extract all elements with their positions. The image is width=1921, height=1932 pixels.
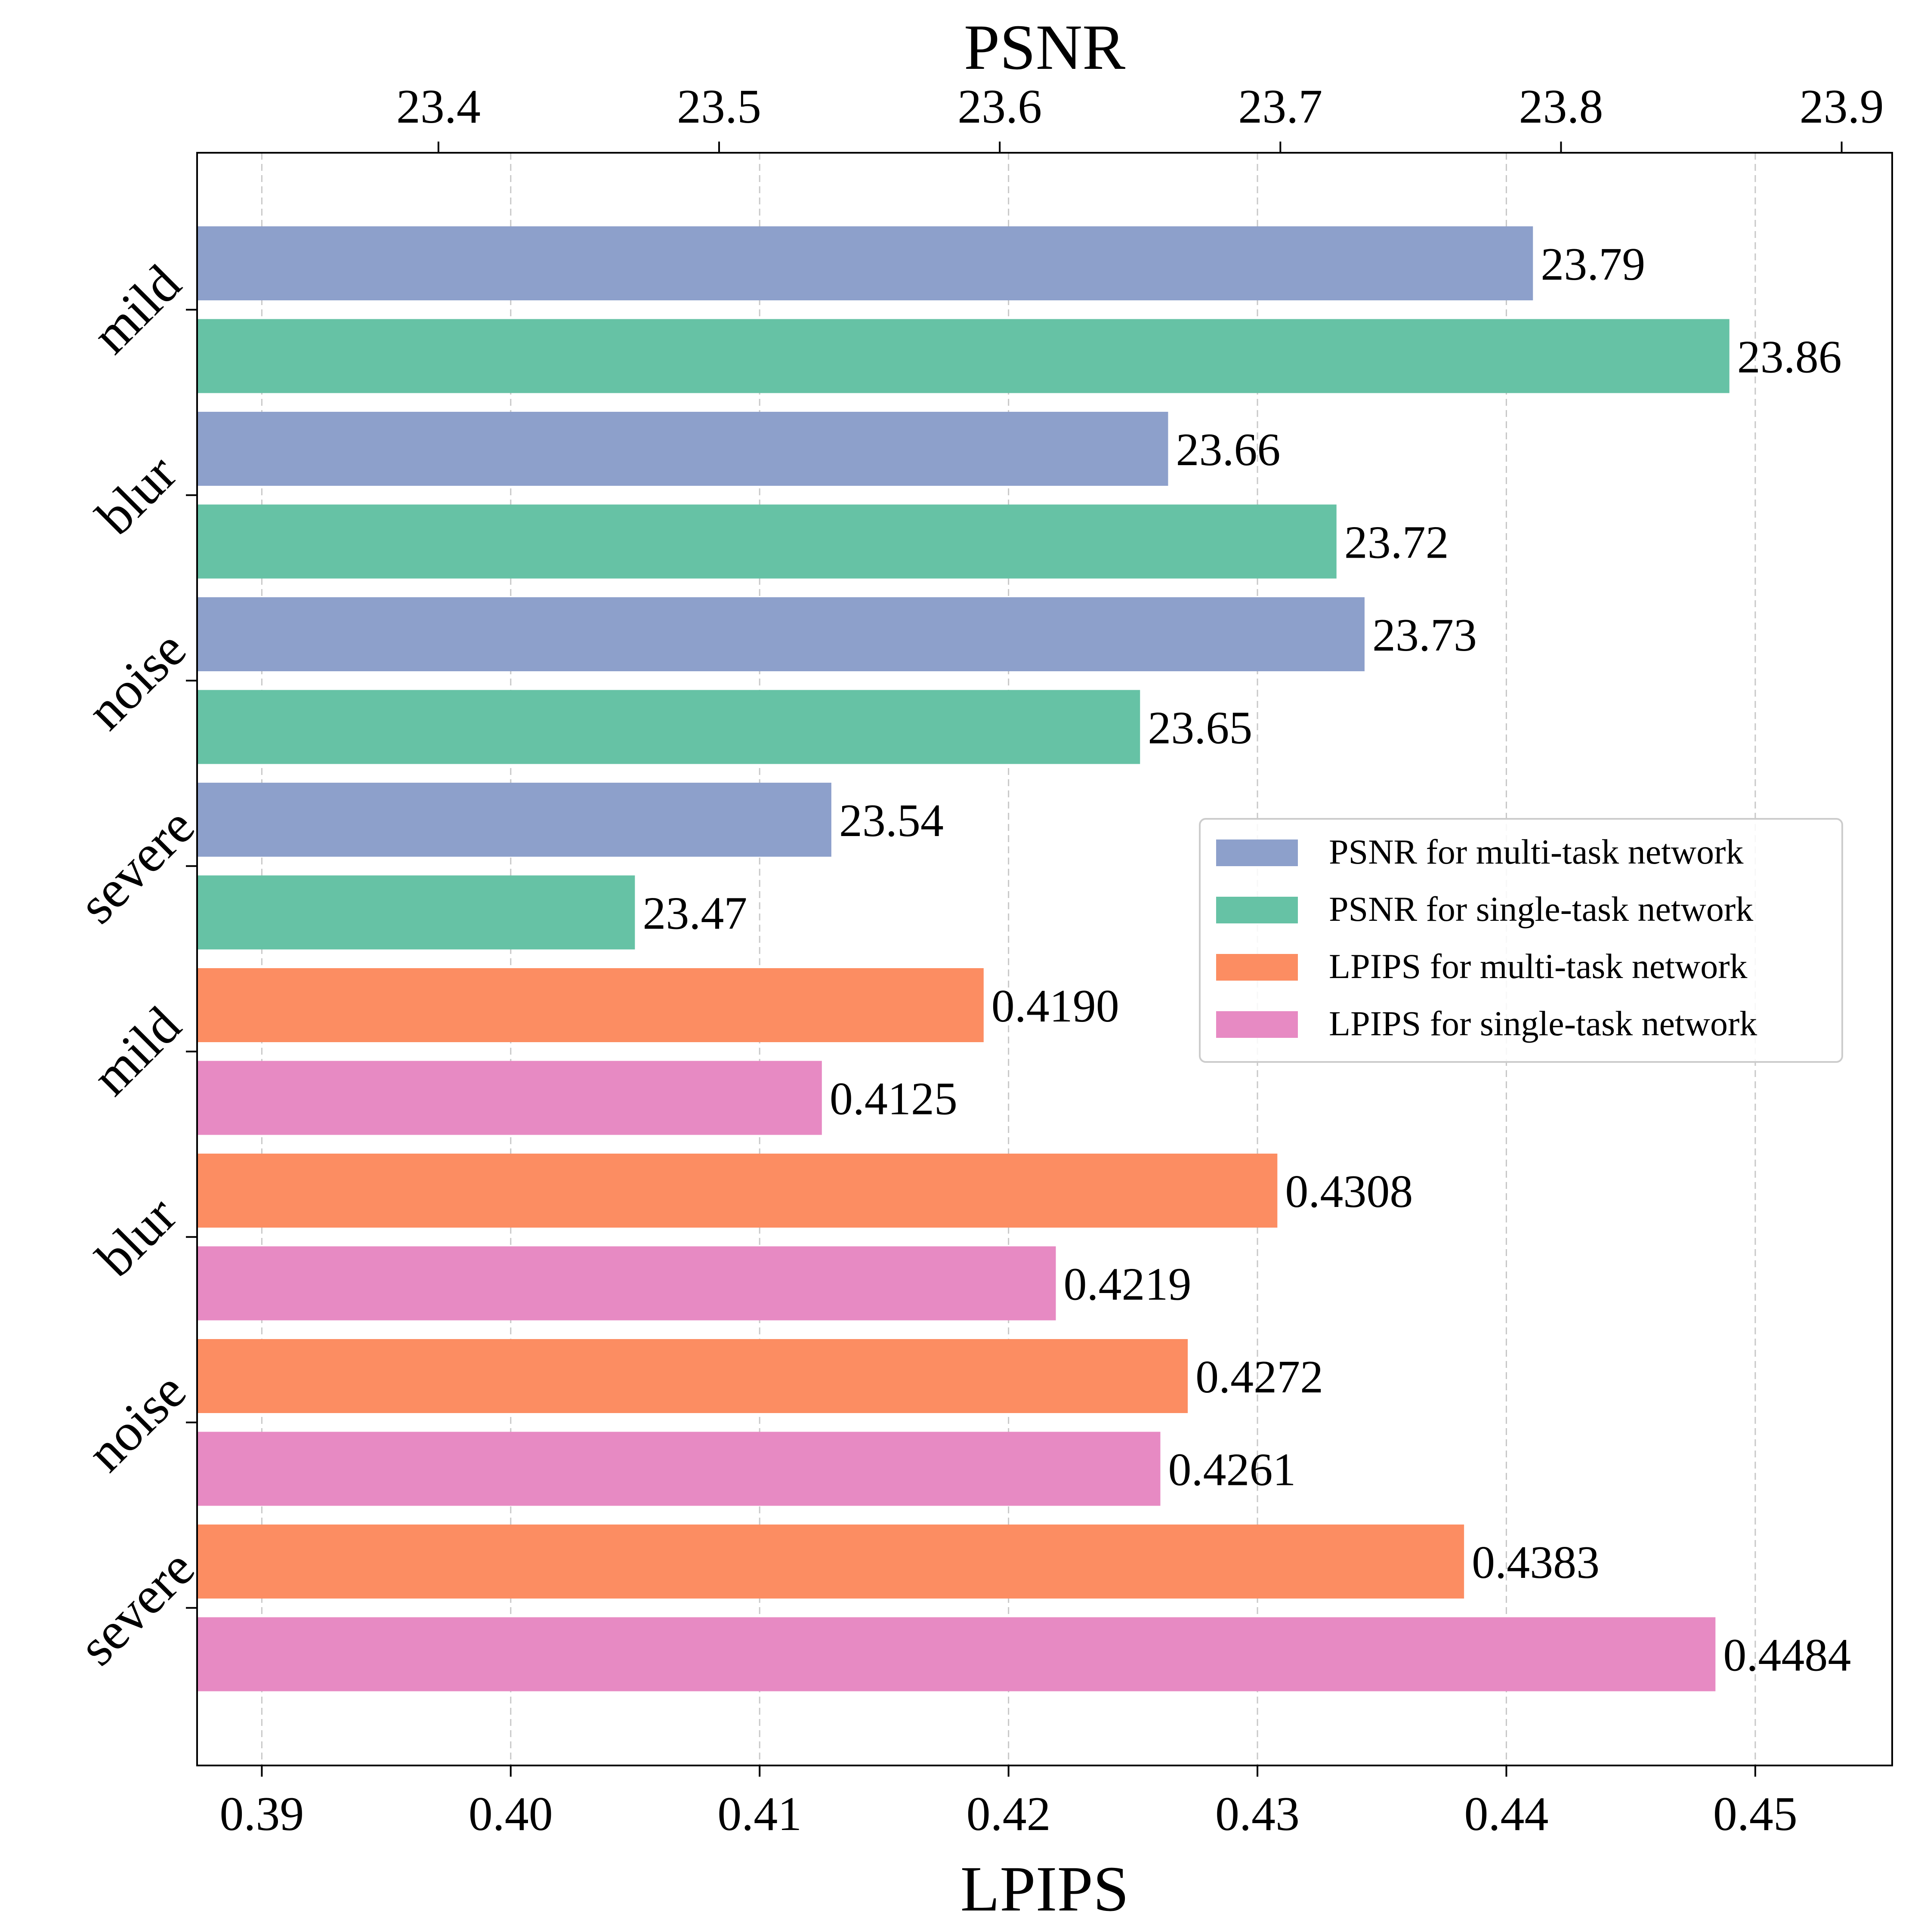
data-label: 0.4261 (1168, 1444, 1296, 1496)
data-label: 0.4308 (1285, 1166, 1413, 1217)
bar (197, 412, 1168, 486)
plot-frame (196, 152, 1893, 1766)
data-label: 23.65 (1148, 703, 1252, 754)
bar (197, 504, 1337, 579)
top-tick-label: 23.4 (396, 80, 481, 133)
bottom-tick-label: 0.39 (219, 1787, 304, 1841)
bar (197, 1339, 1188, 1413)
legend: PSNR for multi-task network PSNR for sing… (1199, 818, 1843, 1063)
bar (197, 690, 1140, 764)
bar (197, 319, 1730, 393)
top-tick-label: 23.5 (677, 80, 761, 133)
data-label: 23.72 (1344, 517, 1449, 568)
data-label: 23.86 (1737, 332, 1842, 383)
bottom-axis-title: LPIPS (960, 1853, 1129, 1925)
category-label: noise (76, 1361, 197, 1483)
data-label: 23.54 (839, 795, 944, 846)
top-axis-title: PSNR (964, 12, 1125, 83)
bar (197, 1154, 1278, 1228)
bottom-tick-label: 0.43 (1215, 1787, 1300, 1841)
legend-label: LPIPS for single-task network (1329, 1004, 1757, 1043)
data-label: 0.4272 (1195, 1352, 1323, 1403)
top-tick-label: 23.9 (1800, 80, 1884, 133)
data-label: 0.4383 (1472, 1537, 1600, 1588)
legend-label: PSNR for multi-task network (1329, 832, 1743, 871)
bottom-tick-label: 0.44 (1464, 1787, 1548, 1841)
bar (197, 968, 984, 1042)
category-label: blur (85, 1185, 188, 1288)
bottom-tick-label: 0.42 (967, 1787, 1051, 1841)
category-label: mild (81, 254, 192, 365)
category-label: blur (85, 444, 188, 546)
category-label: mild (81, 996, 192, 1107)
legend-swatch (1216, 1011, 1298, 1038)
bottom-tick-label: 0.45 (1713, 1787, 1797, 1841)
legend-swatch (1216, 839, 1298, 866)
data-label: 23.73 (1372, 610, 1477, 661)
category-label: noise (76, 620, 197, 741)
data-label: 23.79 (1541, 239, 1645, 290)
bar (197, 226, 1533, 300)
legend-swatch (1216, 897, 1298, 923)
top-tick-label: 23.6 (957, 80, 1042, 133)
legend-swatch (1216, 954, 1298, 981)
bar (197, 1061, 822, 1135)
data-label: 0.4190 (991, 981, 1119, 1032)
bar (197, 1432, 1161, 1506)
bottom-tick-label: 0.41 (717, 1787, 802, 1841)
top-tick-label: 23.7 (1238, 80, 1322, 133)
data-label: 23.47 (642, 888, 747, 939)
legend-label: PSNR for single-task network (1329, 889, 1753, 929)
bar (197, 783, 831, 857)
category-label: severe (68, 796, 206, 935)
bottom-tick-label: 0.40 (469, 1787, 553, 1841)
bar (197, 875, 635, 950)
top-tick-label: 23.8 (1519, 80, 1603, 133)
data-label: 0.4125 (830, 1074, 957, 1125)
data-label: 0.4219 (1064, 1259, 1192, 1310)
bar (197, 1525, 1464, 1599)
data-label: 0.4484 (1723, 1630, 1851, 1681)
legend-box (1199, 818, 1843, 1063)
bar (197, 1246, 1056, 1321)
legend-label: LPIPS for multi-task network (1329, 947, 1748, 986)
bars: 23.79 23.86 23.66 23.72 23.73 23.65 23.54 23.47… (197, 226, 1851, 1691)
category-label: severe (68, 1538, 206, 1676)
bar (197, 1617, 1716, 1691)
data-label: 23.66 (1176, 424, 1280, 475)
bar (197, 597, 1365, 671)
